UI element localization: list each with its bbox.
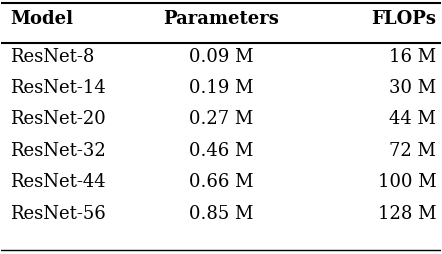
Text: 16 M: 16 M: [389, 48, 436, 66]
Text: 100 M: 100 M: [377, 173, 436, 191]
Text: ResNet-14: ResNet-14: [10, 79, 106, 97]
Text: 0.46 M: 0.46 M: [189, 142, 253, 160]
Text: ResNet-56: ResNet-56: [10, 205, 106, 223]
Text: Model: Model: [10, 10, 73, 28]
Text: FLOPs: FLOPs: [371, 10, 436, 28]
Text: 0.27 M: 0.27 M: [189, 110, 253, 129]
Text: 0.19 M: 0.19 M: [189, 79, 253, 97]
Text: 0.66 M: 0.66 M: [189, 173, 253, 191]
Text: 128 M: 128 M: [378, 205, 436, 223]
Text: ResNet-44: ResNet-44: [10, 173, 106, 191]
Text: ResNet-8: ResNet-8: [10, 48, 95, 66]
Text: 44 M: 44 M: [389, 110, 436, 129]
Text: 30 M: 30 M: [389, 79, 436, 97]
Text: 72 M: 72 M: [389, 142, 436, 160]
Text: 0.85 M: 0.85 M: [189, 205, 253, 223]
Text: ResNet-32: ResNet-32: [10, 142, 106, 160]
Text: ResNet-20: ResNet-20: [10, 110, 106, 129]
Text: 0.09 M: 0.09 M: [189, 48, 253, 66]
Text: Parameters: Parameters: [163, 10, 279, 28]
